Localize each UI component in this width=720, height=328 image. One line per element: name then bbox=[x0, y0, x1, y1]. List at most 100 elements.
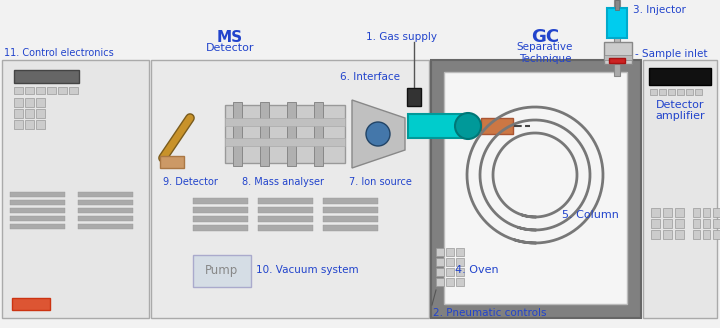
Bar bbox=[314, 102, 323, 166]
Text: 10. Vacuum system: 10. Vacuum system bbox=[256, 265, 359, 275]
Bar bbox=[651, 230, 660, 239]
Bar bbox=[444, 72, 627, 304]
Bar bbox=[436, 248, 444, 256]
Bar bbox=[78, 200, 133, 205]
Bar bbox=[323, 216, 378, 222]
Bar bbox=[650, 89, 657, 95]
Polygon shape bbox=[352, 100, 405, 168]
Bar bbox=[436, 278, 444, 286]
Bar bbox=[258, 225, 313, 231]
Text: 5. Column: 5. Column bbox=[562, 210, 619, 220]
Bar bbox=[12, 298, 50, 310]
Text: MS: MS bbox=[217, 30, 243, 45]
Bar bbox=[151, 60, 429, 318]
Bar bbox=[675, 230, 684, 239]
Bar bbox=[651, 219, 660, 228]
Bar bbox=[78, 216, 133, 221]
Bar bbox=[713, 219, 720, 228]
Bar bbox=[614, 0, 620, 58]
Bar bbox=[481, 118, 513, 134]
Circle shape bbox=[366, 122, 390, 146]
Bar bbox=[456, 268, 464, 276]
Bar bbox=[609, 58, 625, 63]
Bar bbox=[446, 278, 454, 286]
Bar bbox=[686, 89, 693, 95]
Bar bbox=[2, 60, 149, 318]
Text: 8. Mass analyser: 8. Mass analyser bbox=[242, 177, 324, 187]
Text: - Sample inlet: - Sample inlet bbox=[635, 49, 708, 59]
Bar bbox=[10, 192, 65, 197]
Bar bbox=[69, 87, 78, 94]
Bar bbox=[25, 109, 34, 118]
Bar bbox=[10, 224, 65, 229]
Text: Detector: Detector bbox=[206, 43, 254, 53]
Bar bbox=[693, 208, 700, 217]
Text: Detector: Detector bbox=[656, 100, 704, 110]
Bar bbox=[614, 64, 620, 76]
Bar bbox=[436, 258, 444, 266]
Bar bbox=[703, 219, 710, 228]
Bar bbox=[675, 219, 684, 228]
Bar bbox=[607, 8, 627, 38]
Bar bbox=[323, 198, 378, 204]
Text: Separative
Technique: Separative Technique bbox=[517, 42, 573, 64]
Bar bbox=[193, 207, 248, 213]
Bar bbox=[233, 102, 242, 166]
Bar bbox=[456, 258, 464, 266]
Bar bbox=[36, 120, 45, 129]
Bar bbox=[456, 248, 464, 256]
Bar bbox=[78, 192, 133, 197]
Bar bbox=[643, 60, 717, 318]
Bar bbox=[703, 230, 710, 239]
Bar bbox=[407, 88, 421, 106]
Bar bbox=[258, 207, 313, 213]
Bar bbox=[14, 120, 23, 129]
Bar bbox=[47, 87, 56, 94]
Bar bbox=[10, 208, 65, 213]
Bar bbox=[436, 268, 444, 276]
Text: 3. Injector: 3. Injector bbox=[633, 5, 686, 15]
Bar bbox=[258, 198, 313, 204]
Bar bbox=[446, 248, 454, 256]
Bar bbox=[663, 219, 672, 228]
Bar bbox=[258, 216, 313, 222]
Bar bbox=[693, 230, 700, 239]
Bar bbox=[663, 230, 672, 239]
Bar bbox=[604, 42, 632, 64]
Bar bbox=[36, 109, 45, 118]
Bar bbox=[260, 102, 269, 166]
Bar bbox=[659, 89, 666, 95]
Bar bbox=[36, 98, 45, 107]
Bar bbox=[193, 216, 248, 222]
Bar bbox=[431, 60, 641, 318]
Bar bbox=[703, 208, 710, 217]
Text: 9. Detector: 9. Detector bbox=[163, 177, 218, 187]
Circle shape bbox=[455, 113, 481, 139]
Bar bbox=[651, 208, 660, 217]
Bar bbox=[78, 224, 133, 229]
Bar bbox=[10, 200, 65, 205]
Text: GC: GC bbox=[531, 28, 559, 46]
Bar bbox=[615, 0, 619, 10]
Bar bbox=[446, 258, 454, 266]
Bar bbox=[10, 216, 65, 221]
Bar bbox=[14, 70, 79, 83]
Bar bbox=[36, 87, 45, 94]
Bar bbox=[225, 105, 345, 163]
Text: 6. Interface: 6. Interface bbox=[340, 72, 400, 82]
Bar bbox=[287, 102, 296, 166]
Bar bbox=[14, 98, 23, 107]
Bar bbox=[323, 225, 378, 231]
Bar bbox=[14, 87, 23, 94]
Bar bbox=[713, 208, 720, 217]
Text: 1. Gas supply: 1. Gas supply bbox=[366, 32, 438, 42]
Bar bbox=[695, 89, 702, 95]
Text: 7. Ion source: 7. Ion source bbox=[349, 177, 412, 187]
Bar bbox=[668, 89, 675, 95]
Bar bbox=[604, 55, 632, 60]
Bar bbox=[78, 208, 133, 213]
Text: 11. Control electronics: 11. Control electronics bbox=[4, 48, 114, 58]
Bar bbox=[225, 138, 345, 146]
Bar bbox=[193, 225, 248, 231]
Bar bbox=[160, 156, 184, 168]
